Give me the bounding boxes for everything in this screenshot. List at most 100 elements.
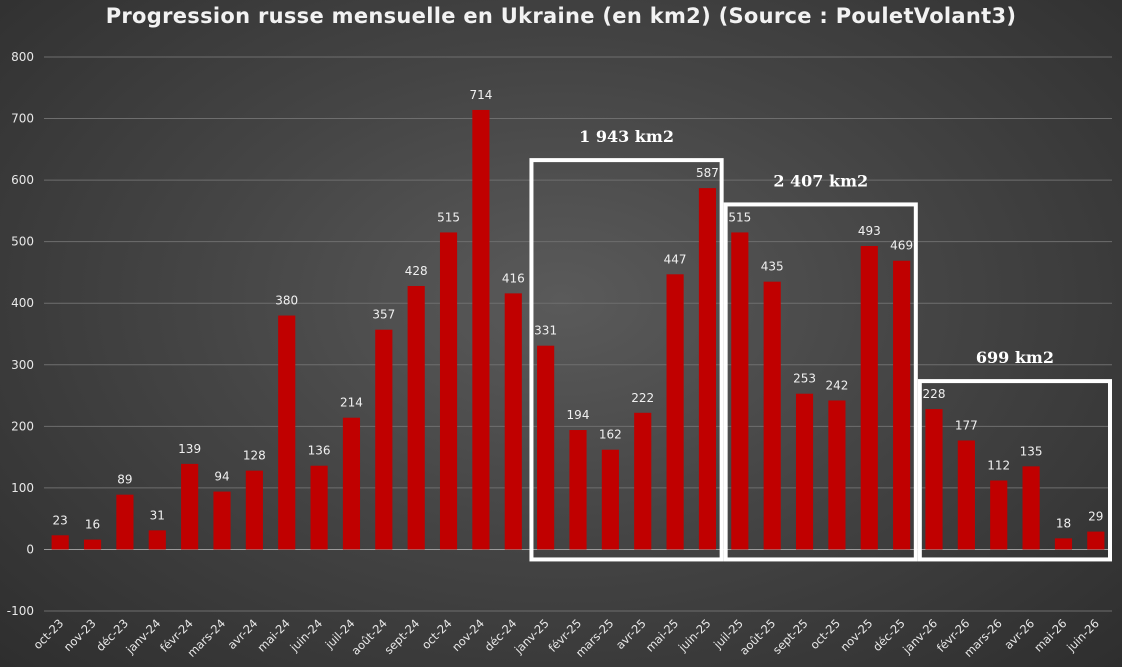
data-label: 331: [534, 324, 557, 338]
bar: [1022, 466, 1040, 550]
bar: [310, 465, 328, 550]
bar: [666, 274, 684, 550]
y-tick-label: 600: [11, 173, 34, 187]
x-tick-label: nov-23: [61, 616, 99, 654]
data-label: 416: [502, 271, 525, 285]
period-total-label: 1 943 km2: [579, 127, 674, 146]
x-tick-label: oct-24: [419, 616, 455, 652]
bar: [116, 494, 134, 550]
data-label: 177: [955, 418, 978, 432]
bars: [51, 109, 1105, 550]
data-label: 112: [987, 459, 1010, 473]
bar: [828, 400, 846, 550]
bar: [342, 417, 361, 550]
bar: [795, 393, 814, 550]
bar: [472, 109, 490, 550]
x-tick-label: sept-25: [770, 616, 811, 657]
data-label: 447: [664, 252, 687, 266]
bar: [407, 285, 425, 550]
bar: [860, 245, 878, 550]
data-label: 89: [117, 473, 132, 487]
data-label: 469: [890, 239, 913, 253]
bar: [278, 315, 296, 550]
x-tick-label: janv-26: [899, 616, 940, 657]
data-label: 214: [340, 396, 363, 410]
data-label: 16: [85, 518, 100, 532]
x-axis-ticks: oct-23nov-23déc-23janv-24févr-24mars-24a…: [30, 616, 1101, 660]
period-box: [723, 202, 918, 562]
bar: [83, 539, 102, 550]
bar: [245, 470, 263, 550]
data-label: 242: [825, 378, 848, 392]
y-tick-label: 200: [11, 419, 34, 433]
x-tick-label: mai-26: [1031, 616, 1069, 654]
bar: [1054, 538, 1073, 550]
x-tick-label: sept-24: [382, 616, 423, 657]
bar: [601, 449, 619, 550]
data-label: 94: [214, 470, 229, 484]
y-tick-label: 300: [11, 358, 34, 372]
data-label: 515: [437, 210, 460, 224]
x-tick-label: janv-24: [123, 616, 164, 657]
period-box: [529, 158, 724, 562]
x-tick-label: oct-23: [30, 616, 66, 652]
data-label: 228: [923, 387, 946, 401]
chart-title: Progression russe mensuelle en Ukraine (…: [105, 4, 1017, 28]
y-tick-label: -100: [7, 604, 34, 618]
y-tick-label: 500: [11, 235, 34, 249]
period-boxes: 1 943 km2 2 407 km2 699 km2: [529, 127, 1112, 562]
data-label: 380: [275, 294, 298, 308]
bar: [148, 530, 166, 550]
y-tick-label: 400: [11, 296, 34, 310]
data-label: 253: [793, 372, 816, 386]
x-tick-label: août-25: [737, 616, 778, 657]
bar: [375, 329, 393, 550]
x-tick-label: nov-24: [449, 616, 487, 654]
y-tick-label: 800: [11, 50, 34, 64]
data-label: 435: [761, 260, 784, 274]
bar: [634, 412, 652, 550]
y-tick-label: 700: [11, 112, 34, 126]
x-tick-label: juin-24: [286, 616, 325, 655]
period-total-label: 699 km2: [976, 348, 1054, 367]
data-label: 135: [1020, 444, 1043, 458]
x-tick-label: août-24: [348, 616, 389, 657]
bar: [698, 188, 717, 550]
bar: [957, 440, 975, 550]
bar: [1087, 531, 1105, 550]
x-tick-label: juin-26: [1063, 616, 1102, 655]
bar: [763, 281, 781, 550]
bar: [213, 491, 231, 550]
x-tick-label: mai-25: [643, 616, 681, 654]
bar: [181, 463, 199, 550]
data-label: 357: [372, 308, 395, 322]
data-label: 31: [150, 508, 165, 522]
bar: [569, 430, 587, 550]
bar: [504, 293, 522, 550]
data-label: 128: [243, 449, 266, 463]
bar: [925, 409, 943, 550]
data-label: 587: [696, 166, 719, 180]
data-label: 493: [858, 224, 881, 238]
data-label: 18: [1056, 516, 1071, 530]
data-label: 162: [599, 428, 622, 442]
data-label: 29: [1088, 510, 1103, 524]
bar: [893, 260, 911, 550]
y-tick-label: 100: [11, 481, 34, 495]
x-tick-label: oct-25: [807, 616, 843, 652]
data-labels: 23 16 89 31 139 94 128 380 136 214 357 428 515 714 416…: [53, 88, 1104, 532]
data-label: 714: [469, 88, 492, 102]
data-label: 136: [308, 444, 331, 458]
bar: [537, 345, 555, 550]
bar: [51, 535, 69, 550]
x-tick-label: mai-24: [254, 616, 292, 654]
data-label: 194: [567, 408, 590, 422]
bar: [439, 232, 458, 550]
data-label: 222: [631, 391, 654, 405]
data-label: 515: [728, 210, 751, 224]
bar: [990, 480, 1008, 550]
x-tick-label: juin-25: [675, 616, 714, 655]
x-tick-label: nov-25: [837, 616, 875, 654]
data-label: 23: [53, 513, 68, 527]
